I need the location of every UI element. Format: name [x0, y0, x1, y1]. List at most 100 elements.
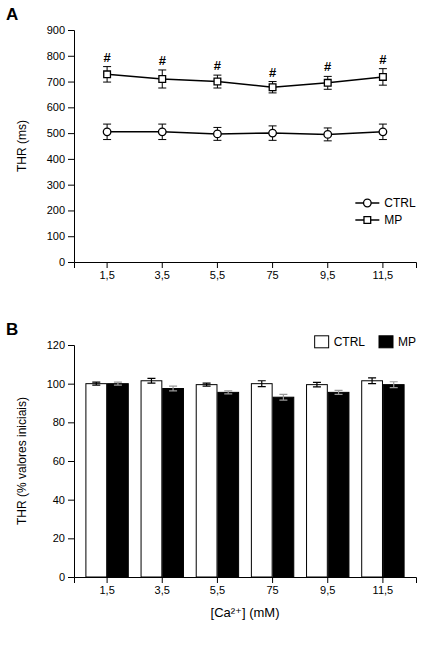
tick-mark	[68, 107, 74, 108]
tick-label: 400	[47, 153, 65, 165]
marker	[269, 129, 277, 137]
panel-title: B	[6, 320, 18, 339]
annotation: #	[379, 52, 387, 67]
tick-mark	[162, 577, 163, 583]
tick-label: 100	[47, 378, 65, 390]
x-tick: 3,5	[155, 262, 170, 281]
tick-mark	[68, 82, 74, 83]
y-axis-title: THR (% valores iniciais)	[15, 397, 29, 525]
error-bar	[379, 69, 387, 85]
tick-mark	[382, 577, 383, 583]
legend-swatch	[315, 336, 329, 348]
x-tick: 75	[266, 577, 278, 596]
legend-item: CTRL	[315, 335, 366, 349]
marker	[379, 128, 387, 136]
tick-label: 120	[47, 339, 65, 351]
marker	[159, 76, 166, 83]
tick-label: 300	[47, 179, 65, 191]
legend-item: MP	[379, 335, 416, 349]
tick-mark	[68, 159, 74, 160]
x-tick: 3,5	[155, 577, 170, 596]
tick-label: 1,5	[99, 269, 114, 281]
tick-mark	[68, 384, 74, 385]
series-line	[107, 132, 383, 135]
legend-swatch	[379, 336, 393, 348]
error-bar	[92, 382, 100, 385]
tick-label: 11,5	[373, 269, 394, 281]
tick-label: 0	[59, 256, 65, 268]
tick-mark	[68, 577, 74, 578]
error-bar	[203, 383, 211, 386]
panel: 0204060801001201,53,55,5759,511,5CTRLMPB…	[6, 320, 417, 620]
tick-label: 700	[47, 76, 65, 88]
bar	[328, 392, 349, 577]
tick-label: 200	[47, 204, 65, 216]
legend-label: CTRL	[334, 335, 366, 349]
tick-mark	[107, 577, 108, 583]
error-bar	[224, 391, 232, 394]
bar	[307, 385, 328, 577]
y-tick: 40	[53, 494, 74, 506]
tick-label: 600	[47, 101, 65, 113]
x-tick: 9,5	[320, 577, 335, 596]
legend-swatch	[364, 217, 371, 224]
y-tick: 120	[47, 339, 74, 351]
tick-label: 9,5	[320, 584, 335, 596]
error-bar	[258, 381, 266, 387]
bar	[251, 384, 272, 577]
tick-label: 5,5	[210, 269, 225, 281]
tick-mark	[68, 461, 74, 462]
tick-mark	[327, 577, 328, 583]
tick-mark	[68, 345, 74, 346]
bar	[383, 385, 404, 577]
axis-line	[68, 346, 75, 578]
tick-mark	[217, 262, 218, 268]
error-bar	[269, 82, 277, 93]
annotations: ######	[103, 50, 387, 80]
tick-mark	[68, 262, 74, 263]
x-tick: 5,5	[210, 577, 225, 596]
legend-item: CTRL	[355, 196, 416, 210]
y-axis: 020406080100120	[47, 339, 75, 583]
tick-label: 0	[59, 571, 65, 583]
error-bar	[103, 124, 111, 139]
legend-label: MP	[398, 335, 416, 349]
x-tick: 1,5	[99, 577, 114, 596]
tick-label: 3,5	[155, 269, 170, 281]
error-bar	[158, 70, 166, 88]
error-bar	[279, 394, 287, 400]
legend-label: CTRL	[384, 196, 416, 210]
y-tick: 100	[47, 230, 74, 242]
panel: 01002003004005006007008009001,53,55,5759…	[6, 5, 417, 281]
tick-mark	[68, 538, 74, 539]
x-tick: 5,5	[210, 262, 225, 281]
tick-label: 500	[47, 127, 65, 139]
chart-figure: 01002003004005006007008009001,53,55,5759…	[0, 0, 430, 647]
axis-line	[68, 31, 75, 263]
error-bar	[335, 390, 343, 394]
tick-label: 60	[53, 455, 65, 467]
y-tick: 0	[59, 571, 74, 583]
annotation: #	[269, 65, 277, 80]
y-tick: 0	[59, 256, 74, 268]
tick-mark	[107, 262, 108, 268]
error-bar	[213, 127, 221, 140]
x-tick: 11,5	[373, 262, 394, 281]
marker	[103, 128, 111, 136]
series-line	[107, 74, 383, 87]
bar	[163, 389, 184, 578]
y-tick: 900	[47, 24, 74, 36]
tick-label: 3,5	[155, 584, 170, 596]
tick-mark	[382, 262, 383, 268]
tick-mark	[272, 577, 273, 583]
y-tick: 700	[47, 76, 74, 88]
marker	[324, 131, 332, 139]
error-bar	[368, 378, 376, 384]
axis-line	[75, 263, 417, 269]
y-tick: 60	[53, 455, 74, 467]
error-bar	[313, 382, 321, 387]
error-bar	[169, 386, 177, 391]
marks	[103, 67, 387, 141]
tick-label: 40	[53, 494, 65, 506]
tick-mark	[68, 236, 74, 237]
